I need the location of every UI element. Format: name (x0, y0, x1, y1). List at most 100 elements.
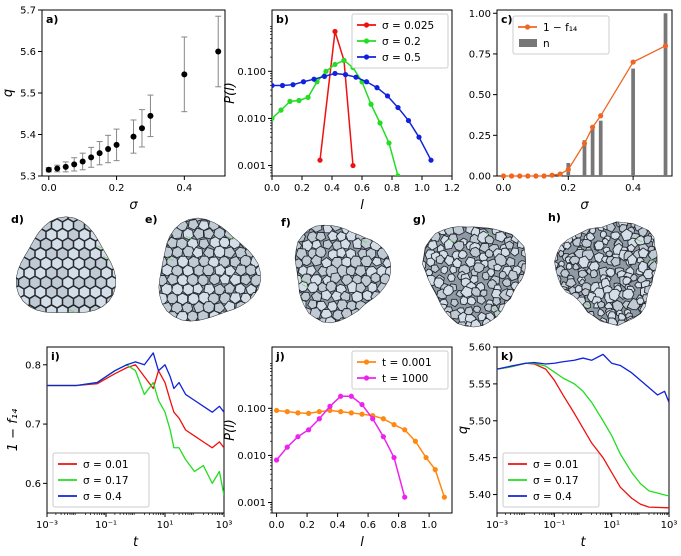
cell (559, 321, 569, 326)
cell (586, 317, 596, 326)
cell (500, 247, 511, 257)
cell (408, 280, 418, 290)
cell (522, 233, 526, 243)
data-point (341, 57, 347, 64)
cell (134, 220, 145, 231)
series-line (47, 364, 224, 449)
accent-edge (300, 278, 307, 283)
cell (56, 217, 69, 223)
cell (261, 201, 272, 212)
cell (192, 283, 204, 295)
cell (392, 239, 401, 248)
plot-area (273, 393, 447, 500)
plot-frame (271, 346, 453, 514)
legend-marker (363, 54, 370, 60)
data-point (79, 158, 86, 165)
cell (111, 217, 116, 223)
cell (493, 263, 503, 272)
cell (507, 214, 515, 223)
cell (18, 276, 30, 290)
cell (16, 237, 19, 251)
cell (593, 252, 605, 264)
cell (531, 279, 539, 287)
cell (369, 325, 380, 336)
cell (85, 315, 95, 327)
cell (351, 325, 361, 335)
cell (645, 326, 654, 333)
cell (341, 256, 353, 268)
cell (501, 311, 511, 320)
legend-frame (351, 350, 449, 390)
cell (474, 326, 487, 327)
cell (653, 204, 660, 210)
data-point (88, 154, 95, 161)
cell (159, 246, 162, 259)
cell (661, 283, 669, 290)
cell (517, 226, 526, 235)
cell (118, 296, 128, 308)
cell (23, 285, 36, 299)
cell (514, 209, 524, 219)
legend-frame (351, 13, 449, 69)
data-point (273, 407, 280, 414)
cell (8, 200, 18, 212)
data-point (359, 401, 365, 408)
cell (530, 206, 537, 214)
cell (16, 247, 25, 261)
data-point (350, 162, 356, 169)
x-tick-label: 1.0 (421, 520, 437, 531)
cell (574, 284, 583, 293)
cell (161, 218, 173, 222)
cell (250, 236, 261, 249)
cell (665, 295, 673, 302)
cell (244, 319, 258, 321)
x-tick-label: 0.2 (294, 183, 310, 194)
cell (529, 268, 538, 277)
cell (306, 265, 317, 276)
cell (45, 266, 58, 280)
cell (118, 219, 128, 231)
cell (605, 267, 616, 278)
cell (45, 247, 58, 261)
data-point (565, 166, 571, 173)
cell (52, 200, 62, 212)
data-point (279, 82, 286, 89)
cell (46, 324, 56, 336)
cell (391, 289, 403, 301)
cell (422, 323, 435, 327)
cell (656, 330, 664, 338)
bar (590, 128, 595, 176)
cell (273, 308, 285, 319)
series-line (272, 59, 399, 176)
cell (513, 298, 522, 307)
cell (315, 231, 327, 242)
cell (29, 256, 41, 270)
cell (250, 274, 261, 287)
cell (223, 218, 236, 222)
cell (198, 238, 210, 250)
cell (346, 212, 356, 223)
cell (19, 315, 29, 327)
cell (2, 229, 12, 241)
data-point (380, 434, 386, 440)
accent-edge (227, 236, 234, 241)
cell (340, 308, 353, 319)
cell (635, 214, 642, 221)
cell (123, 229, 133, 241)
cell (565, 222, 578, 224)
cell (496, 205, 504, 214)
cell (392, 256, 403, 267)
cell (660, 255, 668, 262)
cell (350, 225, 364, 233)
cell (41, 200, 51, 212)
y-tick-label: 0.001 (237, 161, 266, 172)
cell (453, 207, 461, 215)
data-point (405, 117, 412, 124)
cell (554, 311, 556, 319)
x-tick-label: 0.6 (354, 183, 370, 194)
cell (0, 315, 7, 327)
cell (666, 250, 672, 257)
legend-entry: σ = 0.2 (382, 36, 421, 48)
cell (51, 237, 63, 251)
cell (250, 312, 261, 321)
